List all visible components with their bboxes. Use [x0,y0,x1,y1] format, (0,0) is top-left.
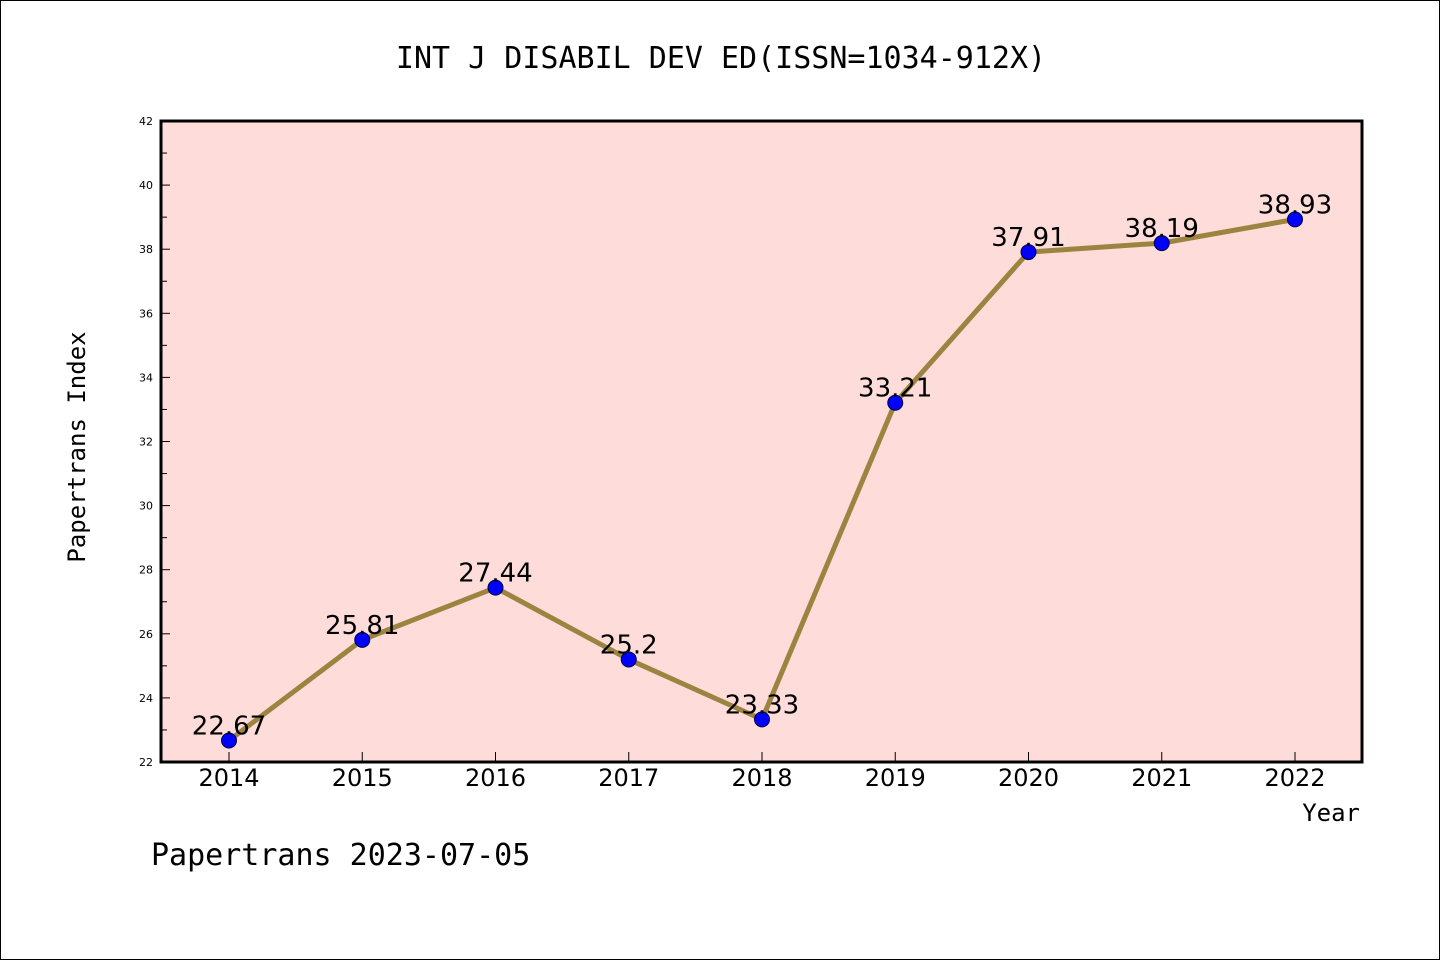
data-label: 22.67 [192,712,266,742]
y-axis: 22 24 26 28 30 32 34 36 38 40 42 [139,115,170,769]
y-tick-label: 28 [139,564,153,577]
data-label: 23.33 [725,690,799,720]
data-point [1020,244,1037,261]
x-tick-label: 2020 [998,764,1059,792]
x-tick-label: 2021 [1131,764,1192,792]
data-labels: 22.67 25.81 27.44 25.2 23.33 33.21 37.91 38.19 3… [192,190,1332,741]
x-tick-label: 2015 [332,764,393,792]
data-point [221,732,237,749]
data-label: 27.44 [458,559,532,589]
x-tick-label: 2014 [198,764,259,792]
data-point [354,631,371,648]
y-tick-label: 36 [139,307,153,320]
y-tick-label: 38 [139,243,153,256]
x-tick-label: 2016 [465,764,526,792]
y-tick-label: 42 [139,115,153,128]
y-tick-label: 34 [139,371,153,384]
x-tick-label: 2019 [865,764,926,792]
data-point [487,579,504,596]
data-label: 25.81 [325,611,399,641]
y-tick-label: 24 [139,692,153,705]
y-tick-label: 40 [139,179,153,192]
chart-title: INT J DISABIL DEV ED(ISSN=1034-912X) [396,41,1046,76]
x-tick-label: 2017 [598,764,659,792]
x-axis: 2014 2015 2016 2017 2018 2019 2020 2021 2022 [198,752,1326,792]
data-point [620,651,637,668]
y-axis-label: Papertrans Index [63,331,91,562]
data-label: 33.21 [858,374,932,404]
x-tick-label: 2018 [731,764,792,792]
data-point [1287,211,1303,228]
data-label: 38.19 [1125,214,1199,244]
plot-area [159,119,1364,764]
data-label: 37.91 [991,223,1065,253]
x-axis-label: Year [1302,799,1360,827]
y-tick-label: 26 [139,628,153,641]
data-points [221,211,1303,749]
y-tick-label: 32 [139,436,153,449]
y-tick-label: 22 [139,756,153,769]
data-point [754,711,770,728]
footer-text: Papertrans 2023-07-05 [151,838,530,873]
data-point [1153,235,1170,252]
y-tick-label: 30 [139,500,153,513]
data-point [887,394,904,411]
data-label: 38.93 [1258,190,1332,220]
data-label: 25.2 [600,630,658,660]
x-tick-label: 2022 [1264,764,1325,792]
